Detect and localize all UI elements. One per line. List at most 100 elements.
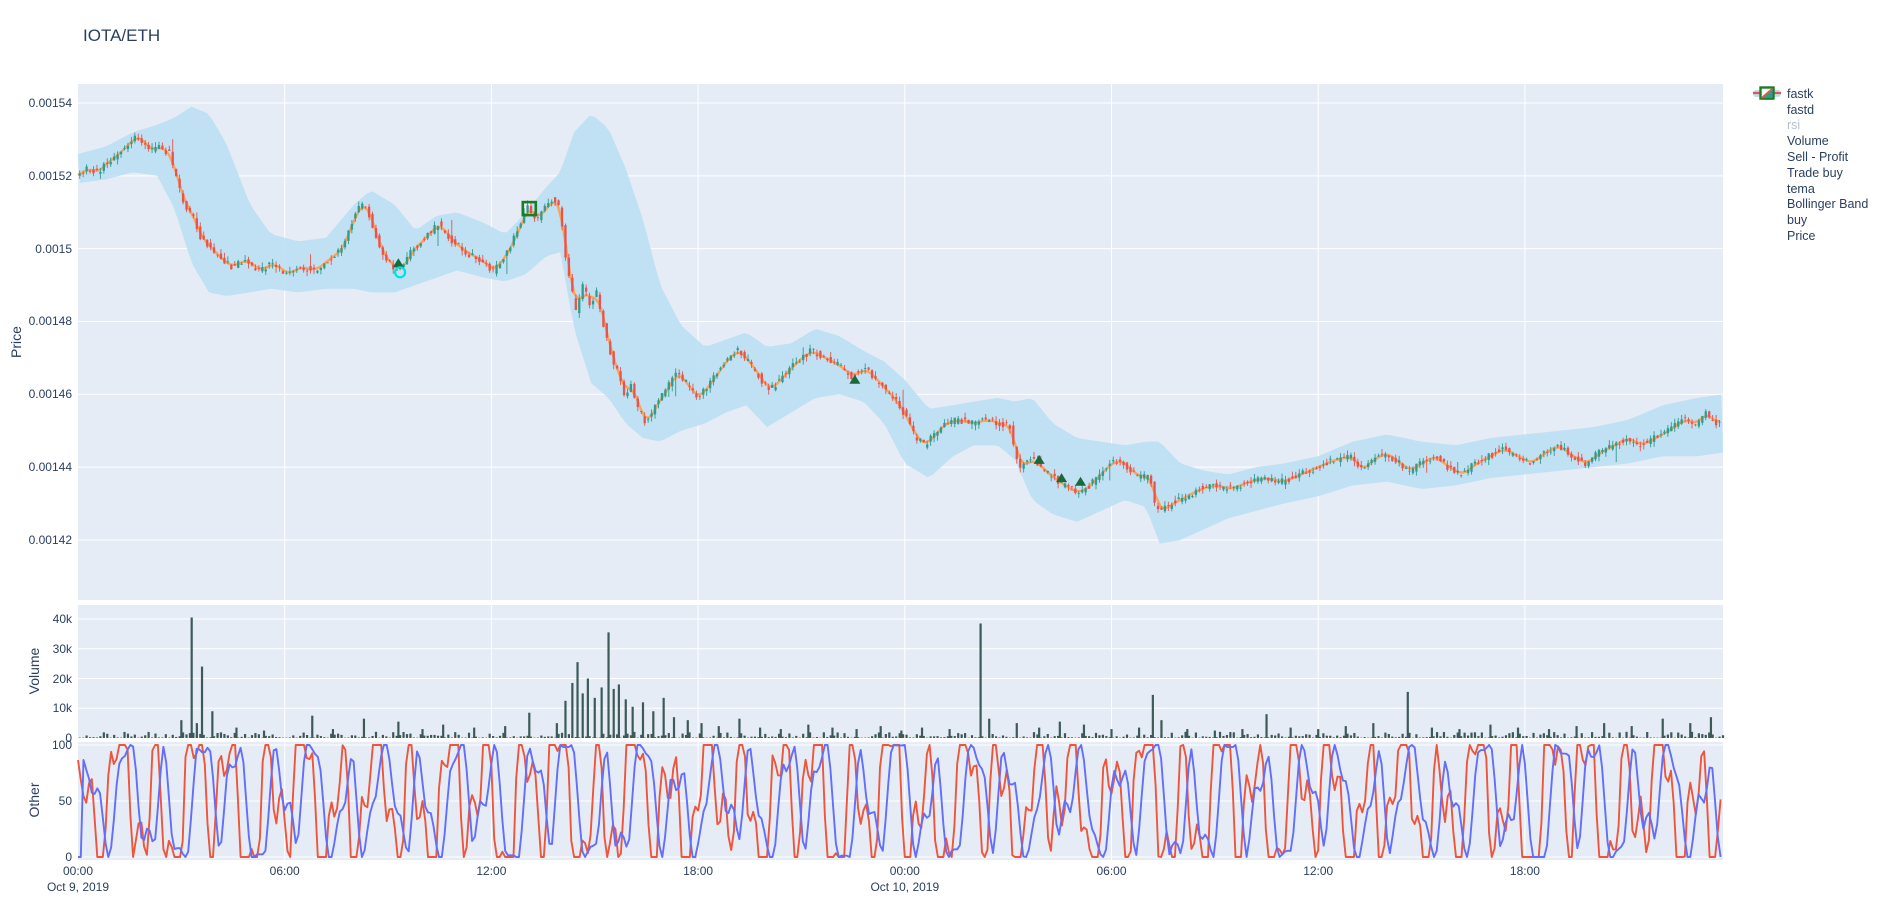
volume-bar xyxy=(319,736,322,738)
volume-bar xyxy=(901,734,905,738)
candle-body xyxy=(771,384,774,388)
volume-bar xyxy=(1422,737,1425,738)
candle-body xyxy=(1280,478,1284,484)
candle-body xyxy=(1029,459,1032,461)
volume-bar xyxy=(808,732,812,738)
volume-bar xyxy=(877,732,881,738)
volume-bar xyxy=(943,737,946,738)
legend-item-fastd[interactable]: fastd xyxy=(1752,91,1868,118)
candle-body xyxy=(1325,462,1328,466)
volume-bar xyxy=(605,737,608,738)
volume-bar xyxy=(1150,734,1153,738)
legend-item-tradebuy[interactable]: Trade buy xyxy=(1752,87,1868,181)
legend-item-price[interactable]: Price xyxy=(1752,86,1868,244)
candle-body xyxy=(884,384,888,390)
candle-body xyxy=(1494,452,1497,454)
candle-body xyxy=(1012,425,1015,445)
fastd-line-icon xyxy=(1752,91,1782,117)
candle-body xyxy=(505,250,509,256)
candle-body xyxy=(605,323,608,338)
candle-body xyxy=(705,389,708,392)
volume-bar xyxy=(939,737,943,738)
volume-bar xyxy=(1404,736,1408,738)
legend-item-sell[interactable]: Sell - Profit xyxy=(1752,87,1868,165)
volume-spike-bar xyxy=(442,724,445,738)
volume-spike-bar xyxy=(1213,730,1216,738)
candle-body xyxy=(467,254,471,258)
candle-body xyxy=(1694,424,1697,426)
volume-bar xyxy=(647,734,650,738)
legend-item-buy[interactable]: buy xyxy=(1752,88,1868,228)
candle-body xyxy=(1063,483,1067,488)
volume-bar xyxy=(1294,735,1297,738)
candle-body xyxy=(264,269,267,272)
volume-bar xyxy=(1287,736,1291,738)
legend-label-volume: Volume xyxy=(1787,134,1829,149)
volume-bar xyxy=(970,735,974,738)
volume-bar xyxy=(922,735,925,738)
candle-body xyxy=(261,267,264,272)
volume-bar xyxy=(691,737,695,738)
candle-body xyxy=(1697,420,1701,427)
candle-body xyxy=(798,361,801,363)
legend-item-bband[interactable]: Bollinger Band xyxy=(1752,90,1868,213)
candle-body xyxy=(736,348,739,351)
volume-bar xyxy=(1694,737,1697,738)
volume-bar xyxy=(1477,736,1480,738)
buy-marker-triangle xyxy=(849,374,861,384)
volume-spike-bar xyxy=(1575,726,1578,738)
candle-body xyxy=(550,201,553,204)
candle-body xyxy=(1022,463,1025,469)
candle-body xyxy=(1639,446,1642,448)
volume-bar xyxy=(1718,736,1721,738)
volume-bar xyxy=(657,736,660,738)
legend-item-tema[interactable]: tema xyxy=(1752,91,1868,197)
candle-body xyxy=(1205,487,1208,488)
candle-body xyxy=(578,298,581,314)
candle-body xyxy=(1615,442,1618,446)
volume-bar xyxy=(113,734,116,738)
volume-bar xyxy=(1535,737,1539,738)
volume-bar xyxy=(316,734,319,738)
candle-body xyxy=(1511,453,1515,456)
x-tick-label: 06:00 xyxy=(269,864,300,878)
candle-body xyxy=(1070,486,1074,488)
legend: fastk fastd rsi Volume Sell - Profit Trade bu… xyxy=(1752,86,1868,244)
buy-triangle-icon xyxy=(1752,88,1782,227)
price-candle-icon xyxy=(1752,86,1782,243)
volume-bar xyxy=(1260,737,1263,738)
candle-body xyxy=(1025,460,1029,462)
candle-body xyxy=(1291,476,1294,479)
x-tick-label: 18:00 xyxy=(683,864,714,878)
candle-body xyxy=(1404,467,1408,469)
candle-body xyxy=(1446,465,1449,470)
candle-body xyxy=(1394,457,1397,463)
candle-body xyxy=(553,197,557,203)
candle-body xyxy=(557,200,560,205)
volume-spike-bar xyxy=(831,727,834,738)
volume-bar xyxy=(323,737,326,738)
candle-body xyxy=(154,147,157,152)
candle-body xyxy=(1611,445,1614,450)
candle-body xyxy=(1673,422,1676,428)
candle-body xyxy=(1477,462,1480,464)
candle-body xyxy=(1670,426,1673,432)
candle-body xyxy=(188,207,192,212)
legend-item-volume[interactable]: Volume xyxy=(1752,88,1868,149)
candle-body xyxy=(1132,470,1136,472)
volume-bar xyxy=(784,737,788,738)
candle-body xyxy=(1067,484,1070,487)
legend-item-rsi[interactable]: rsi xyxy=(1752,91,1868,134)
candle-body xyxy=(1174,500,1177,504)
candle-body xyxy=(1242,482,1246,484)
volume-bar xyxy=(292,735,295,738)
price-ytick-label: 0.00148 xyxy=(28,314,72,329)
candle-body xyxy=(1222,486,1225,490)
volume-spike-bar xyxy=(662,697,665,738)
candle-body xyxy=(116,154,119,160)
candle-body xyxy=(667,382,670,390)
candle-body xyxy=(1298,473,1301,478)
volume-bar xyxy=(1187,735,1191,738)
candle-body xyxy=(364,206,367,208)
